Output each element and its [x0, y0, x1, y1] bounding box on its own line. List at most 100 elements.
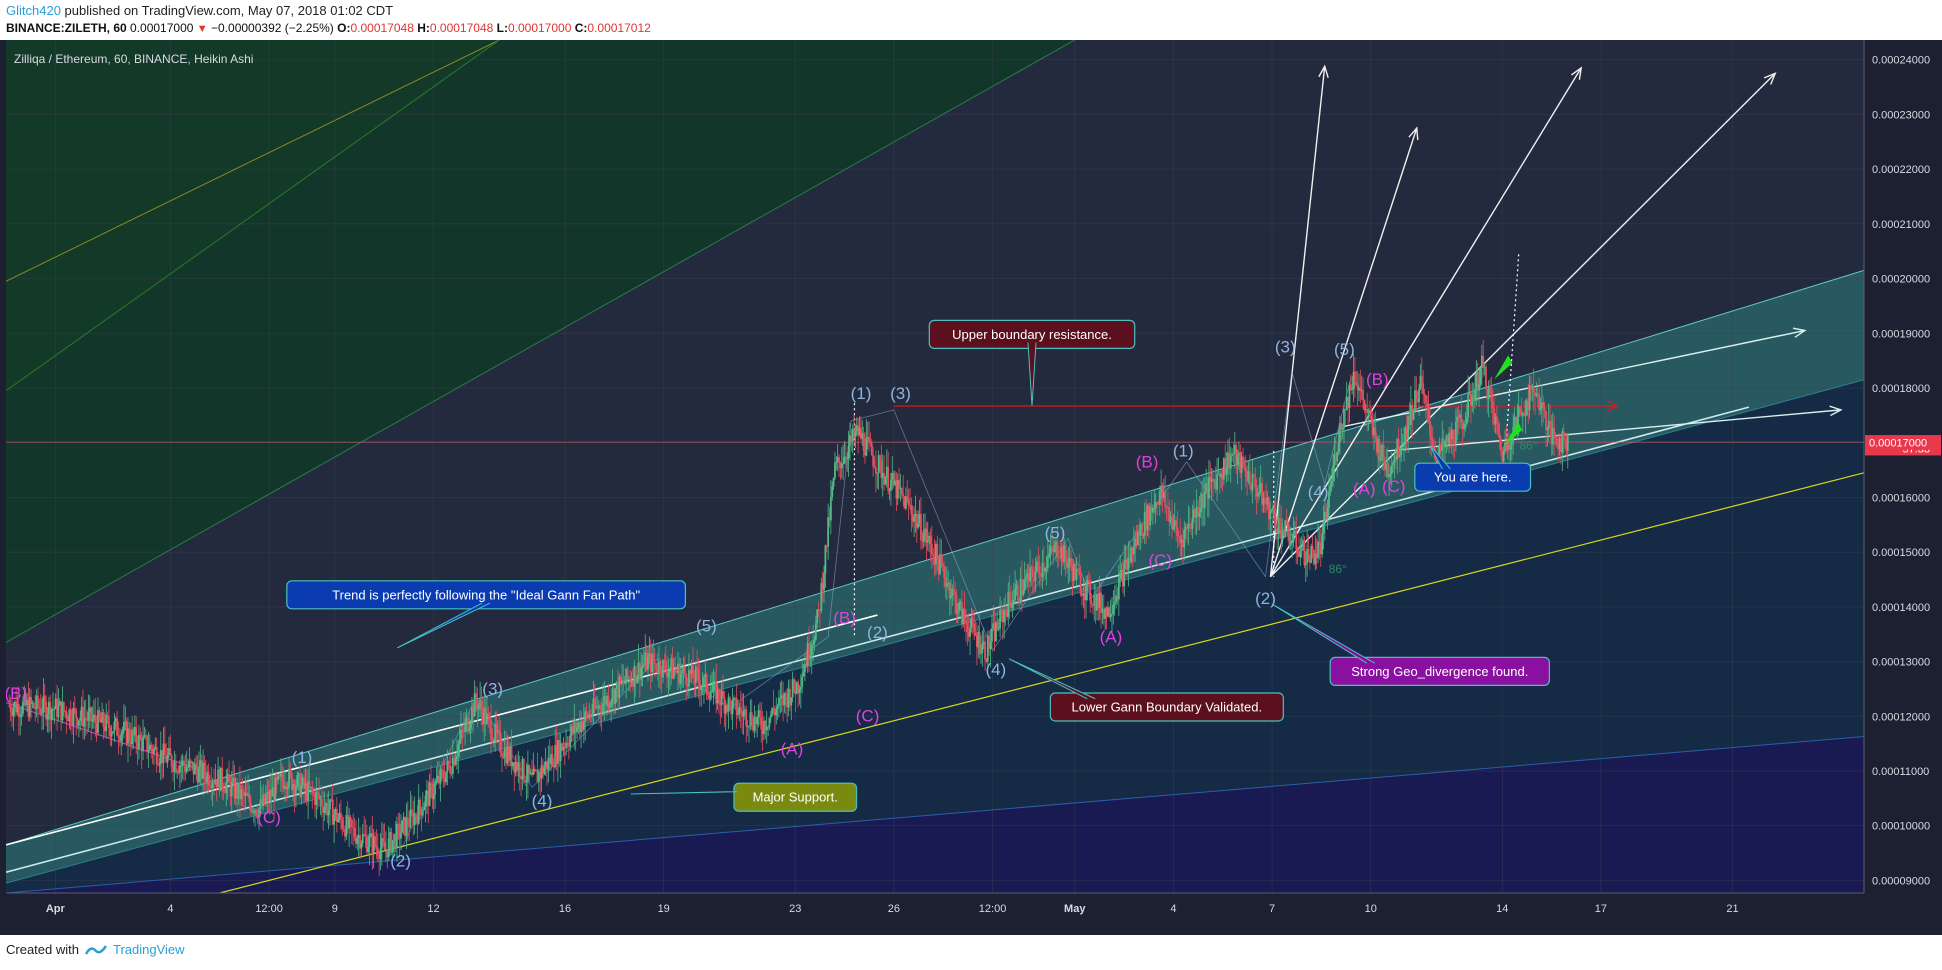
candle-body — [675, 670, 678, 673]
candle-body — [1007, 591, 1010, 617]
candle-body — [1343, 409, 1345, 429]
candle-body — [1097, 593, 1100, 608]
wave-label: (C) — [856, 707, 880, 726]
candle-body — [1506, 439, 1509, 451]
candle-body — [1147, 505, 1150, 526]
candle-body — [1119, 572, 1122, 579]
candle-body — [864, 450, 866, 456]
candle-body — [705, 674, 708, 693]
candle-body — [1057, 557, 1060, 559]
candle-body — [522, 759, 525, 780]
candle-body — [688, 670, 690, 687]
candle-body — [548, 757, 551, 764]
candle-body — [334, 809, 337, 815]
candle-body — [1364, 409, 1367, 411]
candle-body — [1460, 414, 1463, 422]
candle-body — [395, 823, 398, 849]
candle-body — [1555, 438, 1558, 446]
candle-body — [585, 711, 588, 714]
candle-body — [1501, 450, 1504, 462]
candle-body — [754, 717, 757, 725]
candle-body — [12, 707, 15, 716]
candle-body — [1179, 536, 1182, 543]
candle-body — [1419, 375, 1422, 389]
wave-label: (1) — [851, 384, 872, 403]
candle-body — [487, 713, 490, 716]
candle-body — [1321, 533, 1324, 555]
candle-body — [402, 816, 405, 821]
tradingview-logo-icon[interactable] — [84, 943, 108, 957]
candle-body — [648, 653, 651, 657]
candle-body — [625, 668, 628, 684]
candle-body — [1546, 428, 1549, 431]
candle-body — [965, 620, 967, 623]
candle-body — [1422, 383, 1425, 394]
y-tick-label: 0.00019000 — [1872, 328, 1930, 340]
candle-body — [359, 835, 361, 849]
candle-body — [64, 711, 67, 713]
candle-body — [592, 698, 595, 715]
candle-body — [155, 746, 158, 764]
price-change: −0.00000392 (−2.25%) — [211, 21, 334, 35]
candle-body — [1313, 549, 1315, 565]
wave-label: 86° — [1519, 438, 1537, 452]
candle-body — [195, 764, 198, 771]
candle-body — [331, 799, 334, 825]
candle-body — [300, 785, 303, 797]
candle-body — [1553, 427, 1556, 438]
candle-body — [1371, 419, 1374, 435]
candle-body — [361, 834, 364, 844]
candle-body — [960, 601, 963, 625]
candle-body — [1520, 410, 1523, 416]
candle-body — [230, 781, 233, 797]
candle-body — [1232, 453, 1235, 455]
chart-area[interactable]: (B) (1) (C) (2) (3) (4) (5) (A) (B) (C) (2) (1) (3) (… — [0, 40, 1942, 935]
candle-body — [1150, 506, 1153, 513]
candle-body — [996, 621, 999, 630]
y-tick-label: 0.00011000 — [1872, 766, 1929, 778]
candle-body — [1177, 536, 1180, 538]
callout-pointer — [1271, 603, 1375, 664]
candle-body — [409, 809, 412, 828]
candle-body — [851, 429, 854, 442]
candle-body — [1045, 566, 1048, 568]
candle-body — [1142, 535, 1145, 537]
candle-body — [1472, 395, 1475, 402]
candle-body — [1381, 444, 1384, 458]
candle-body — [1112, 604, 1115, 614]
candle-body — [1191, 518, 1194, 529]
wave-trace — [400, 371, 1352, 851]
candle-body — [1333, 454, 1336, 466]
candle-body — [842, 463, 845, 465]
candle-body — [1037, 561, 1040, 566]
annotation-callout: Upper boundary resistance. — [928, 319, 1136, 349]
candle-body — [599, 705, 602, 710]
candle-body — [222, 787, 225, 792]
candle-body — [636, 676, 638, 683]
candle-body — [787, 688, 790, 708]
candle-body — [209, 784, 211, 786]
candle-body — [405, 817, 408, 836]
candle-body — [457, 744, 460, 756]
candle-body — [506, 746, 509, 764]
tradingview-link[interactable]: TradingView — [112, 942, 185, 957]
candle-body — [41, 712, 43, 714]
candle-body — [1493, 407, 1496, 425]
candle-body — [771, 708, 774, 715]
candle-body — [520, 776, 522, 780]
candle-body — [309, 787, 312, 789]
chart-svg[interactable]: (B) (1) (C) (2) (3) (4) (5) (A) (B) (C) (2) (1) (3) (… — [0, 40, 1942, 935]
candle-body — [180, 765, 183, 767]
candle-body — [537, 771, 540, 783]
candle-body — [748, 725, 750, 728]
candle-body — [494, 723, 497, 741]
candle-body — [1280, 523, 1283, 540]
candle-body — [1418, 388, 1420, 403]
fan-line — [6, 40, 1076, 643]
candle-body — [319, 798, 322, 800]
candle-body — [768, 717, 771, 727]
author-link[interactable]: Glitch420 — [6, 3, 61, 18]
candle-body — [1003, 609, 1006, 623]
candle-body — [109, 727, 112, 737]
candle-body — [132, 729, 135, 736]
